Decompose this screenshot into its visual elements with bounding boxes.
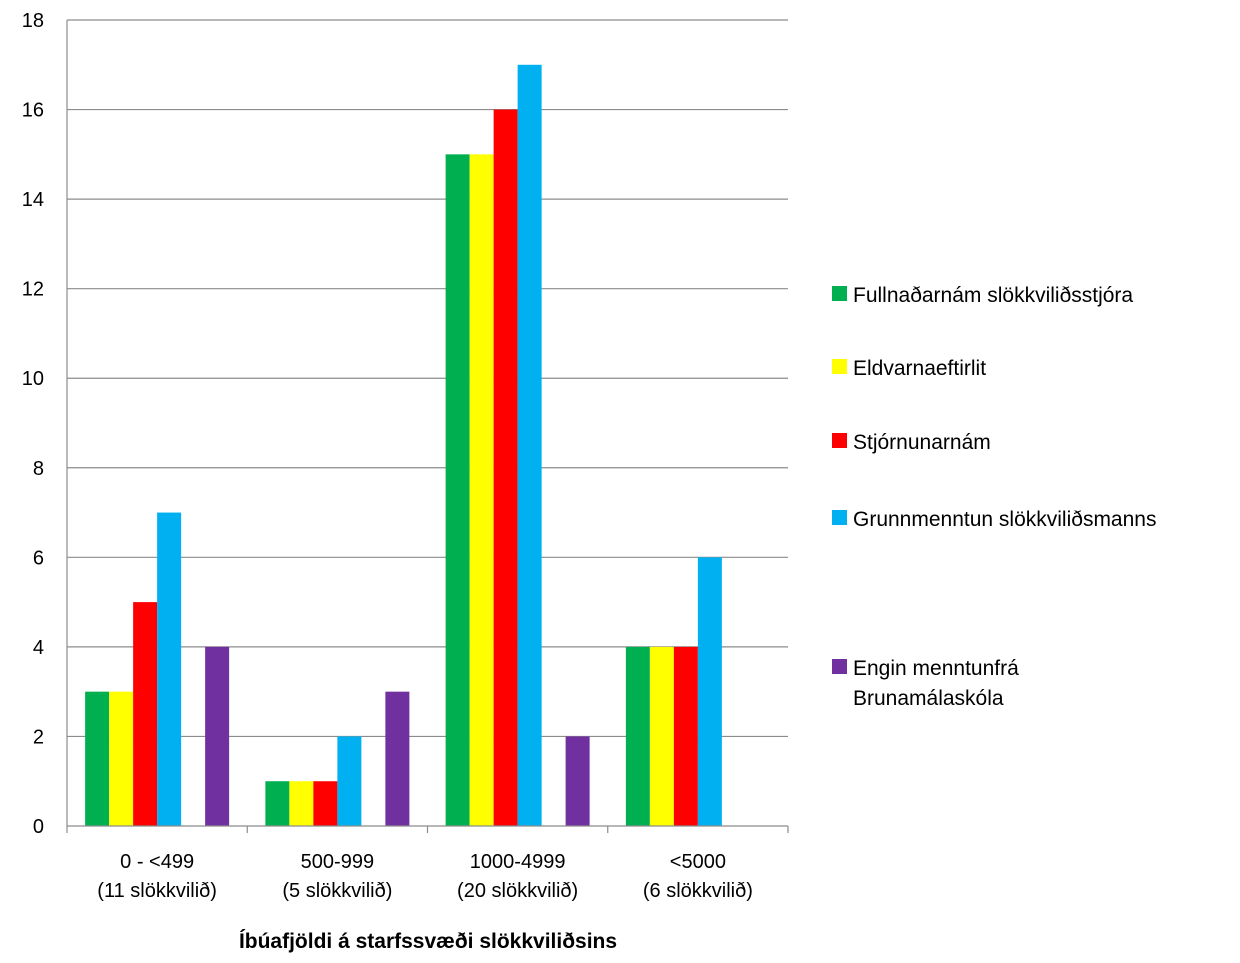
x-category-label: <5000 [670,851,726,873]
y-tick-label: 0 [33,816,44,838]
bar [337,736,362,826]
legend-label: Eldvarnaeftirlit [853,357,986,380]
x-axis-title: Íbúafjöldi á starfssvæði slökkviliðsins [239,930,617,953]
legend-label: Fullnaðarnám slökkviliðsstjóra [853,284,1133,307]
legend-label: Stjórnunarnám [853,431,991,454]
bar [85,691,110,826]
bar [565,736,590,826]
bar [517,64,542,827]
gridlines [67,19,788,738]
y-tick-label: 16 [22,100,44,122]
bar [649,646,674,826]
x-category-label: (6 slökkvilið) [643,880,753,902]
legend-swatch [832,359,847,374]
legend-label: Engin menntunfrá [853,657,1019,680]
y-tick-label: 4 [33,637,44,659]
bar [313,781,338,826]
legend: Fullnaðarnám slökkviliðsstjóra Eldvarnaef… [832,284,1156,710]
bar [673,646,698,826]
bar [265,781,290,826]
legend-swatch [832,659,847,674]
y-tick-label: 12 [22,279,44,301]
x-axis [66,20,789,833]
y-tick-label: 14 [22,189,44,211]
x-axis-categories: 0 - <499 (11 slökkvilið) 500-999 (5 slökkvi… [97,851,753,902]
y-tick-label: 8 [33,458,44,480]
y-axis-ticks: 0 2 4 6 8 10 12 14 16 18 [22,10,44,838]
bar [205,646,230,826]
bar [445,154,470,827]
bar [625,646,650,826]
bar [109,691,134,826]
x-category-label: 0 - <499 [120,851,194,873]
y-tick-label: 2 [33,726,44,748]
bar [157,512,182,826]
x-category-label: 500-999 [301,851,374,873]
bar [133,602,158,826]
y-tick-label: 18 [22,10,44,32]
x-category-label: (20 slökkvilið) [457,880,578,902]
bars [85,64,722,827]
bar [697,557,722,826]
legend-label: Grunnmenntun slökkviliðsmanns [853,508,1156,531]
y-tick-label: 6 [33,547,44,569]
legend-label: Brunamálaskóla [853,687,1004,710]
y-tick-label: 10 [22,368,44,390]
legend-swatch [832,433,847,448]
x-category-label: (11 slökkvilið) [97,880,217,902]
x-category-label: (5 slökkvilið) [282,880,392,902]
bar [385,691,410,826]
legend-swatch [832,510,847,525]
legend-swatch [832,286,847,301]
bar [289,781,314,826]
bar [469,154,494,827]
bar [493,109,518,827]
x-category-label: 1000-4999 [470,851,566,873]
